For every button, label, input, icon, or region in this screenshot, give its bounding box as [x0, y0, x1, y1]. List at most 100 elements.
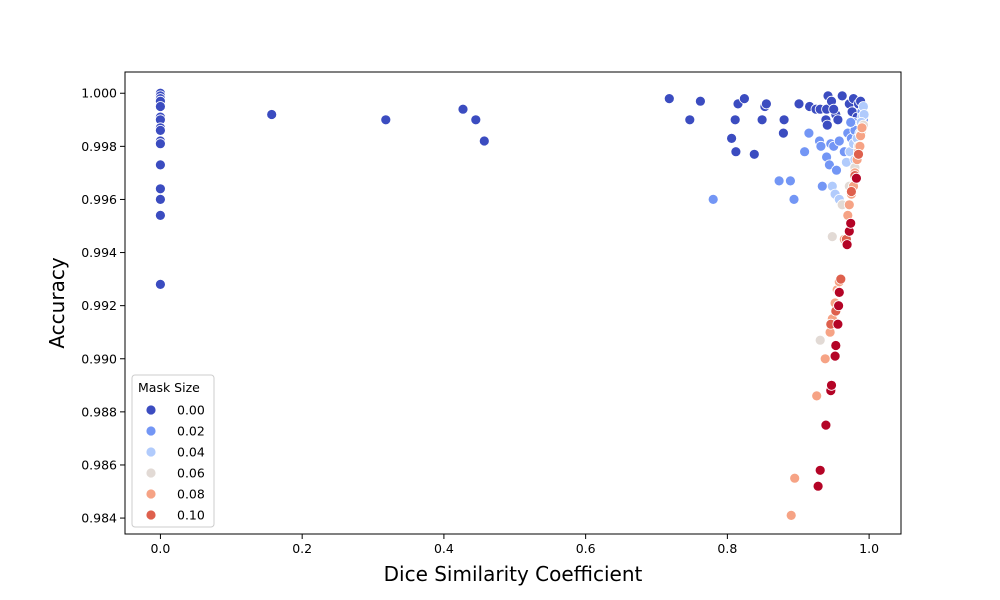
data-point: [457, 103, 469, 115]
data-point: [833, 300, 844, 312]
data-point: [812, 480, 824, 492]
data-point: [820, 419, 832, 431]
data-point: [785, 175, 796, 187]
data-point: [835, 273, 847, 285]
data-point: [846, 186, 857, 197]
data-point: [789, 472, 801, 484]
x-tick-label: 0.4: [434, 541, 454, 556]
data-point: [154, 209, 166, 221]
data-point: [845, 117, 857, 128]
data-point: [788, 193, 800, 205]
legend-title: Mask Size: [138, 380, 200, 395]
y-axis: 0.984 0.986 0.988 0.990 0.992 0.994 0.996 0.998…: [81, 86, 125, 526]
data-point: [843, 199, 855, 211]
data-point: [799, 146, 810, 158]
data-point: [833, 286, 845, 298]
data-point: [833, 135, 845, 147]
data-point: [785, 510, 797, 521]
data-point: [821, 119, 833, 131]
y-tick-label: 0.996: [81, 192, 117, 207]
legend-marker: [145, 446, 157, 458]
data-point: [726, 132, 737, 144]
x-tick-label: 1.0: [859, 541, 879, 556]
y-tick-label: 0.984: [81, 511, 117, 526]
data-point: [814, 464, 826, 476]
data-point: [154, 159, 166, 171]
data-point: [729, 114, 741, 126]
data-point: [841, 239, 853, 251]
y-tick-label: 0.986: [81, 457, 117, 472]
legend-label: 0.06: [177, 466, 205, 481]
data-point: [851, 172, 862, 184]
legend-marker: [145, 425, 157, 437]
data-point: [778, 114, 790, 126]
data-point: [154, 101, 166, 112]
data-point: [836, 90, 848, 102]
points-layer: [154, 87, 870, 521]
data-point: [761, 98, 772, 110]
data-point: [826, 379, 837, 391]
data-point: [380, 114, 392, 126]
data-point: [828, 103, 840, 115]
x-axis: 0.0 0.2 0.4 0.6 0.8 1.0: [150, 534, 879, 556]
data-point: [684, 114, 696, 126]
data-point: [816, 180, 828, 192]
y-tick-label: 1.000: [81, 86, 117, 101]
legend-entries: 0.00 0.02 0.04 0.06 0.08 0.10: [145, 403, 205, 523]
data-point: [478, 135, 490, 147]
data-point: [815, 140, 827, 152]
data-point: [853, 148, 864, 160]
data-point: [831, 164, 842, 176]
x-tick-label: 0.8: [717, 541, 737, 556]
data-point: [663, 93, 675, 104]
legend-label: 0.08: [177, 487, 205, 502]
data-point: [830, 340, 842, 351]
data-point: [856, 122, 868, 134]
data-point: [154, 278, 166, 290]
y-tick-label: 0.988: [81, 404, 117, 419]
y-tick-label: 0.998: [81, 139, 117, 154]
data-point: [832, 318, 844, 330]
y-tick-label: 0.990: [81, 351, 117, 366]
legend-label: 0.02: [177, 424, 205, 439]
legend: Mask Size 0.00 0.02 0.04 0.06 0.08 0.10: [131, 374, 215, 528]
data-point: [819, 353, 831, 365]
data-point: [811, 390, 823, 402]
data-point: [739, 93, 750, 104]
x-axis-label: Dice Similarity Coefficient: [384, 562, 643, 586]
x-tick-label: 0.6: [576, 541, 596, 556]
data-point: [707, 193, 719, 205]
data-point: [154, 193, 166, 205]
legend-label: 0.04: [177, 445, 205, 460]
data-point: [778, 127, 789, 139]
legend-marker: [145, 467, 157, 479]
data-point: [814, 334, 826, 346]
data-point: [730, 146, 742, 158]
data-point: [748, 148, 760, 160]
data-point: [470, 114, 482, 126]
data-point: [803, 127, 815, 139]
data-point: [793, 98, 805, 110]
data-point: [756, 114, 768, 126]
data-point: [266, 109, 278, 120]
y-axis-label: Accuracy: [45, 257, 69, 348]
data-point: [773, 175, 785, 187]
data-point: [154, 138, 166, 150]
legend-label: 0.00: [177, 403, 205, 418]
data-point: [826, 231, 838, 243]
y-tick-label: 0.994: [81, 245, 117, 260]
x-tick-label: 0.0: [150, 541, 170, 556]
legend-marker: [145, 509, 157, 521]
legend-label: 0.10: [177, 508, 205, 523]
x-tick-label: 0.2: [292, 541, 312, 556]
data-point: [695, 95, 706, 107]
data-point: [829, 350, 841, 362]
data-point: [832, 114, 844, 126]
data-point: [154, 183, 166, 195]
data-point: [154, 124, 166, 136]
data-point: [845, 217, 857, 229]
legend-marker: [145, 488, 157, 500]
plot-frame: [124, 71, 902, 535]
y-tick-label: 0.992: [81, 298, 117, 313]
